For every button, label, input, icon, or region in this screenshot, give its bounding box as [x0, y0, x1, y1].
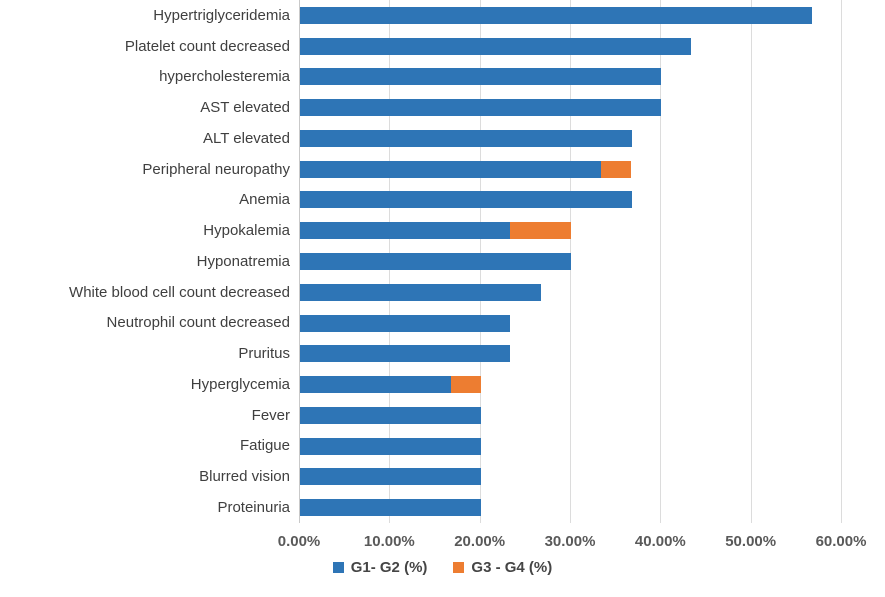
x-axis-tick-label: 20.00% — [454, 533, 506, 550]
bar-row — [300, 283, 542, 301]
bar-segment-g3-g4 — [510, 222, 571, 240]
bar-segment-g3-g4 — [600, 160, 631, 178]
category-label: Blurred vision — [199, 468, 290, 486]
bar-row — [300, 345, 511, 363]
category-label: Fever — [251, 406, 290, 424]
category-label: Fatigue — [239, 437, 290, 455]
legend-swatch-g3-g4 — [453, 562, 465, 573]
category-label: Pruritus — [238, 345, 290, 363]
x-axis-tick-label: 10.00% — [363, 533, 415, 550]
category-label: Hyperglycemia — [190, 375, 290, 393]
bar-segment-g1-g2 — [300, 437, 481, 455]
category-label: White blood cell count decreased — [69, 283, 290, 301]
bar-row — [300, 468, 481, 486]
bar-row — [300, 437, 481, 455]
bar-row — [300, 99, 662, 117]
bar-segment-g1-g2 — [300, 253, 571, 270]
category-label: Hypokalemia — [203, 222, 290, 240]
bar-row — [300, 314, 511, 332]
legend-item: G3 - G4 (%) — [453, 559, 552, 576]
legend-label: G3 - G4 (%) — [471, 559, 553, 576]
bar-segment-g3-g4 — [450, 376, 481, 394]
category-label: Neutrophil count decreased — [106, 314, 290, 332]
bar-row — [300, 6, 813, 24]
bar-row — [300, 222, 571, 240]
legend-swatch-g1-g2 — [332, 562, 344, 573]
bar-segment-g1-g2 — [300, 283, 542, 301]
bar-segment-g1-g2 — [300, 37, 692, 55]
plot-row: Hypertriglyceridemia Platelet count decre… — [0, 0, 885, 523]
category-label: Peripheral neuropathy — [142, 160, 290, 178]
bar-segment-g1-g2 — [300, 345, 511, 363]
category-label: Anemia — [239, 191, 290, 209]
category-label: Hyponatremia — [196, 252, 290, 270]
bar-row — [300, 376, 481, 394]
x-axis-tick-label: 60.00% — [815, 533, 867, 550]
legend-label: G1- G2 (%) — [350, 559, 428, 576]
bar-segment-g1-g2 — [300, 499, 481, 517]
bar-segment-g1-g2 — [300, 376, 451, 394]
gridline — [750, 0, 752, 523]
x-axis-tick-label: 40.00% — [634, 533, 686, 550]
bar-segment-g1-g2 — [300, 314, 511, 332]
category-label: ALT elevated — [202, 129, 290, 147]
gridline — [841, 0, 842, 523]
category-label: hypercholesteremia — [159, 68, 290, 86]
category-label: Proteinuria — [217, 498, 290, 516]
value-axis-line — [299, 0, 300, 523]
bar-row — [300, 37, 692, 55]
bar-row — [300, 191, 632, 209]
category-label: Hypertriglyceridemia — [153, 6, 290, 24]
category-label: AST elevated — [200, 99, 290, 117]
x-axis-tick-label: 30.00% — [544, 533, 596, 550]
bar-segment-g1-g2 — [300, 99, 662, 117]
bar-row — [300, 499, 481, 517]
x-axis-tick-label: 0.00% — [277, 533, 321, 550]
bar-segment-g1-g2 — [300, 406, 481, 424]
bar-row — [300, 406, 481, 424]
bar-segment-g1-g2 — [300, 468, 481, 486]
bar-segment-g1-g2 — [300, 68, 662, 86]
legend-item: G1- G2 (%) — [332, 559, 428, 576]
bar-segment-g1-g2 — [300, 222, 511, 240]
category-axis: Hypertriglyceridemia Platelet count decre… — [0, 0, 299, 523]
bar-segment-g1-g2 — [300, 160, 601, 178]
bar-segment-g1-g2 — [300, 6, 813, 24]
x-axis-tick-label: 50.00% — [725, 533, 777, 550]
bar-segment-g1-g2 — [300, 129, 632, 147]
plot-area — [299, 0, 885, 523]
gridline — [660, 0, 662, 523]
x-axis: 0.00% 10.00% 20.00% 30.00% 40.00% 50.00% 60.00… — [278, 523, 885, 553]
bar-row — [300, 68, 662, 86]
bar-row — [300, 129, 632, 147]
legend: G1- G2 (%) G3 - G4 (%) — [0, 559, 885, 576]
category-label: Platelet count decreased — [124, 37, 290, 55]
bar-segment-g1-g2 — [300, 191, 632, 209]
bar-row — [300, 160, 631, 178]
bar-row — [300, 253, 571, 270]
